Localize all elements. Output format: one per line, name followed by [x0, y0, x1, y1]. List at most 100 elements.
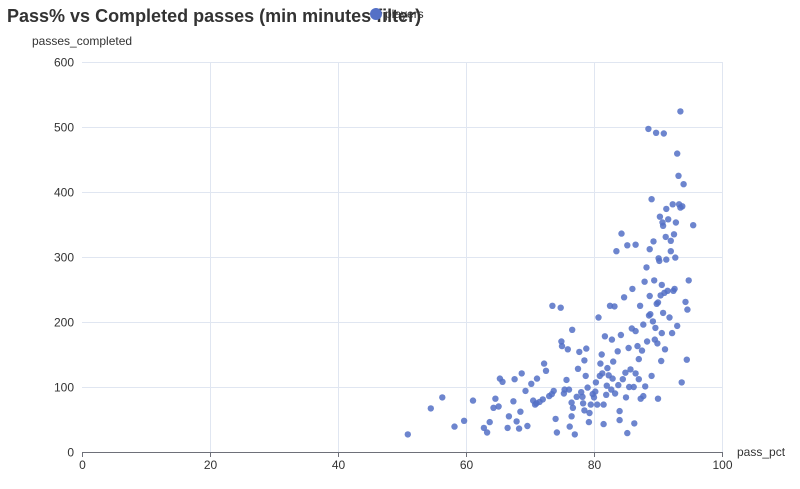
data-point[interactable]: [677, 108, 684, 115]
data-point[interactable]: [666, 314, 673, 321]
data-point[interactable]: [645, 125, 652, 133]
data-point[interactable]: [439, 394, 446, 401]
data-point[interactable]: [642, 383, 649, 390]
data-point[interactable]: [670, 231, 678, 238]
data-point[interactable]: [635, 376, 642, 383]
data-point[interactable]: [658, 329, 665, 337]
data-point[interactable]: [658, 281, 665, 289]
data-point[interactable]: [579, 393, 586, 400]
data-point[interactable]: [517, 408, 524, 415]
data-point[interactable]: [427, 405, 434, 412]
data-point[interactable]: [560, 390, 568, 397]
data-point[interactable]: [635, 355, 642, 363]
data-point[interactable]: [557, 304, 564, 311]
data-point[interactable]: [671, 285, 678, 293]
data-point[interactable]: [680, 181, 687, 188]
data-point[interactable]: [663, 205, 670, 213]
data-point[interactable]: [499, 378, 506, 385]
data-point[interactable]: [603, 382, 610, 389]
data-point[interactable]: [608, 336, 616, 343]
data-point[interactable]: [539, 396, 546, 403]
data-point[interactable]: [632, 241, 639, 248]
data-point[interactable]: [648, 196, 655, 203]
data-point[interactable]: [594, 401, 601, 408]
data-point[interactable]: [617, 331, 625, 339]
data-point[interactable]: [574, 365, 582, 372]
data-point[interactable]: [679, 203, 686, 210]
data-point[interactable]: [667, 237, 674, 244]
data-point[interactable]: [622, 394, 630, 401]
data-point[interactable]: [587, 401, 594, 408]
data-point[interactable]: [609, 375, 616, 382]
data-point[interactable]: [643, 338, 651, 345]
data-point[interactable]: [540, 360, 548, 367]
data-point[interactable]: [495, 403, 502, 410]
data-point[interactable]: [665, 216, 672, 223]
data-point[interactable]: [564, 346, 571, 353]
data-point[interactable]: [615, 381, 622, 389]
data-point[interactable]: [622, 369, 629, 376]
legend[interactable]: players: [370, 7, 424, 21]
data-point[interactable]: [573, 393, 580, 400]
data-point[interactable]: [674, 150, 681, 157]
data-point[interactable]: [641, 278, 648, 285]
data-point[interactable]: [518, 370, 525, 377]
data-point[interactable]: [682, 298, 689, 306]
data-point[interactable]: [486, 418, 493, 426]
data-point[interactable]: [586, 409, 593, 417]
data-point[interactable]: [571, 431, 578, 438]
data-point[interactable]: [669, 201, 676, 208]
data-point[interactable]: [640, 321, 647, 328]
data-point[interactable]: [582, 372, 589, 380]
data-point[interactable]: [672, 219, 680, 226]
data-point[interactable]: [533, 375, 541, 382]
data-point[interactable]: [619, 376, 626, 383]
data-point[interactable]: [505, 413, 513, 420]
data-point[interactable]: [569, 326, 576, 333]
data-point[interactable]: [552, 415, 559, 423]
data-point[interactable]: [576, 348, 583, 356]
data-point[interactable]: [618, 230, 625, 237]
data-point[interactable]: [592, 379, 600, 386]
data-point[interactable]: [668, 329, 676, 337]
data-point[interactable]: [566, 423, 573, 430]
data-point[interactable]: [659, 309, 667, 317]
data-point[interactable]: [553, 429, 561, 436]
data-point[interactable]: [611, 390, 619, 397]
data-point[interactable]: [533, 400, 540, 407]
data-point[interactable]: [683, 356, 690, 363]
data-point[interactable]: [513, 418, 520, 425]
data-point[interactable]: [647, 311, 654, 318]
data-point[interactable]: [662, 233, 669, 241]
data-point[interactable]: [660, 130, 667, 137]
data-point[interactable]: [548, 390, 555, 398]
data-point[interactable]: [599, 370, 606, 377]
data-point[interactable]: [601, 333, 609, 340]
data-point[interactable]: [640, 392, 647, 400]
data-point[interactable]: [585, 418, 593, 426]
data-point[interactable]: [404, 431, 411, 438]
data-point[interactable]: [654, 340, 661, 347]
data-point[interactable]: [643, 264, 650, 271]
data-point[interactable]: [583, 345, 590, 352]
data-point[interactable]: [579, 400, 587, 407]
data-point[interactable]: [480, 424, 488, 432]
data-point[interactable]: [460, 417, 468, 424]
data-point[interactable]: [656, 257, 663, 265]
data-point[interactable]: [646, 246, 653, 253]
data-point[interactable]: [515, 425, 523, 432]
data-point[interactable]: [636, 302, 644, 309]
data-point[interactable]: [663, 256, 670, 263]
data-point[interactable]: [451, 423, 458, 430]
data-point[interactable]: [549, 302, 556, 309]
data-point[interactable]: [528, 380, 535, 387]
data-point[interactable]: [624, 242, 631, 249]
data-point[interactable]: [627, 366, 634, 373]
data-point[interactable]: [590, 394, 598, 401]
data-point[interactable]: [620, 294, 628, 301]
data-point[interactable]: [646, 292, 653, 300]
data-point[interactable]: [565, 386, 573, 393]
data-point[interactable]: [524, 422, 531, 430]
data-point[interactable]: [595, 314, 602, 321]
data-point[interactable]: [675, 172, 682, 179]
